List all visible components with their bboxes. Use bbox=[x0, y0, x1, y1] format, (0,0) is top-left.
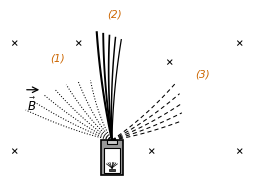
Bar bbox=[109, 169, 115, 171]
Text: (3): (3) bbox=[195, 69, 210, 79]
Text: ×: × bbox=[75, 37, 82, 50]
Text: ×: × bbox=[235, 37, 242, 50]
Text: (2): (2) bbox=[107, 9, 122, 19]
Bar bbox=[107, 140, 116, 144]
Text: ×: × bbox=[10, 145, 17, 158]
Text: $\vec{B}$: $\vec{B}$ bbox=[27, 97, 36, 114]
Text: ×: × bbox=[10, 37, 17, 50]
Text: ×: × bbox=[165, 56, 173, 69]
Text: ×: × bbox=[147, 145, 154, 158]
Bar bbox=[101, 140, 123, 175]
Text: ×: × bbox=[235, 145, 242, 158]
Bar bbox=[104, 148, 120, 173]
Text: (1): (1) bbox=[50, 54, 65, 64]
